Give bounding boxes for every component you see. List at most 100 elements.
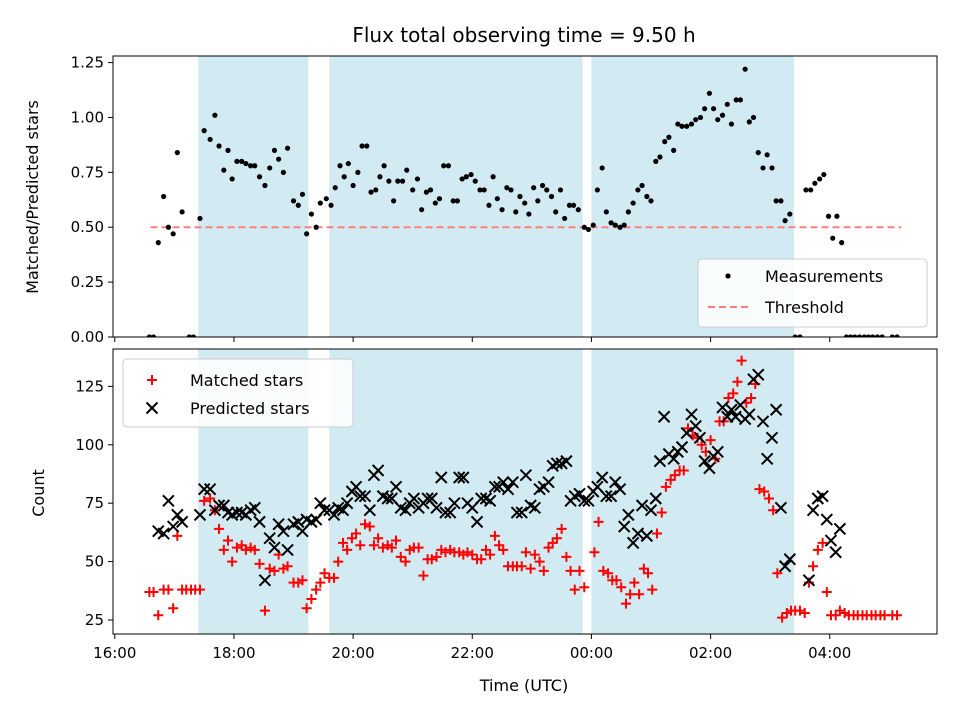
- legend-matched-marker: [147, 375, 157, 385]
- measurement-point: [760, 165, 766, 171]
- predicted-star-point: [635, 499, 649, 512]
- measurement-point: [737, 97, 743, 103]
- matched-star-point: [538, 565, 549, 576]
- matched-star-point: [355, 540, 366, 551]
- predicted-star-point: [716, 401, 729, 414]
- predicted-star-point: [212, 499, 226, 512]
- bottom-shaded-interval-2: [329, 349, 583, 634]
- measurement-point: [368, 189, 374, 195]
- measurement-point: [812, 180, 818, 186]
- measurement-point: [755, 149, 761, 156]
- measurement-point: [839, 240, 845, 246]
- predicted-star-point: [667, 452, 680, 466]
- measurement-point: [463, 174, 469, 180]
- matched-star-point: [199, 495, 210, 506]
- measurement-point: [381, 163, 387, 169]
- matched-star-point: [222, 535, 233, 546]
- measurement-point: [575, 207, 581, 213]
- predicted-star-point: [528, 501, 542, 515]
- measurement-point: [648, 198, 654, 204]
- measurement-point: [797, 334, 803, 337]
- measurement-point: [345, 160, 351, 167]
- matched-star-point: [678, 465, 689, 476]
- matched-star-point: [768, 505, 779, 516]
- matched-star-point: [551, 533, 562, 544]
- measurement-point: [585, 226, 592, 233]
- matched-star-point: [148, 586, 159, 597]
- matched-star-point: [603, 568, 614, 579]
- measurement-point: [635, 187, 641, 193]
- bottom-y-tick-label: 125: [75, 377, 104, 395]
- predicted-star-point: [711, 445, 724, 458]
- predicted-star-point: [501, 482, 515, 496]
- measurement-point: [553, 209, 559, 215]
- predicted-star-point: [693, 431, 707, 444]
- predicted-star-point: [363, 503, 376, 517]
- matched-star-point: [611, 575, 622, 586]
- measurement-point: [477, 187, 483, 193]
- predicted-star-point: [609, 475, 622, 489]
- predicted-star-point: [631, 527, 645, 540]
- measurement-point: [843, 334, 850, 337]
- measurement-point: [522, 200, 528, 206]
- measurement-point: [490, 174, 496, 180]
- measurement-point: [399, 178, 406, 184]
- predicted-star-point: [743, 408, 756, 421]
- measurement-point: [508, 187, 514, 193]
- predicted-star-point: [653, 454, 667, 468]
- bottom-panel: 25 50 75 100 125 16:00 18:00 20:00 22:00 00:00 02:…: [75, 348, 938, 662]
- matched-star-point: [696, 439, 707, 450]
- matched-star-point: [723, 393, 734, 404]
- matched-star-point: [651, 528, 662, 539]
- measurement-point: [830, 235, 836, 241]
- measurement-point: [271, 147, 278, 153]
- matched-star-point: [205, 493, 216, 504]
- predicted-star-point: [483, 494, 497, 508]
- matched-star-point: [476, 554, 487, 565]
- matched-star-point: [616, 582, 627, 593]
- predicted-star-point: [354, 489, 367, 503]
- measurement-point: [825, 213, 832, 219]
- measurement-point: [252, 163, 258, 169]
- predicted-star-point: [166, 520, 180, 533]
- matched-star-point: [373, 533, 384, 544]
- measurement-point: [513, 209, 519, 215]
- top-legend-box: [697, 258, 928, 328]
- predicted-star-point: [550, 457, 564, 470]
- measurement-point: [693, 117, 699, 123]
- measurement-point: [256, 174, 263, 180]
- matched-star-point: [214, 523, 225, 534]
- predicted-star-point: [657, 410, 671, 423]
- bottom-legend-box: [122, 358, 354, 428]
- predicted-star-point: [452, 471, 466, 484]
- predicted-star-point: [336, 503, 350, 517]
- measurement-point: [548, 193, 555, 200]
- matched-star-point: [746, 393, 757, 404]
- measurement-point: [216, 143, 222, 149]
- matched-star-point: [808, 561, 819, 572]
- measurement-point: [653, 158, 659, 164]
- predicted-star-point: [475, 492, 488, 505]
- predicted-star-point: [604, 489, 618, 503]
- matched-star-point: [660, 481, 671, 492]
- matched-star-point: [351, 528, 362, 539]
- predicted-star-point: [258, 574, 272, 587]
- measurement-point: [262, 182, 268, 189]
- matched-star-point: [400, 556, 411, 567]
- predicted-star-point: [389, 480, 403, 494]
- measurement-point: [733, 97, 739, 103]
- matched-star-point: [817, 537, 828, 548]
- predicted-star-point: [685, 408, 698, 421]
- measurement-point: [225, 147, 231, 153]
- measurement-point: [769, 165, 775, 171]
- predicted-star-point: [263, 532, 276, 545]
- measurement-point: [304, 231, 310, 237]
- measurement-point: [603, 209, 609, 215]
- matched-star-point: [728, 388, 739, 399]
- matched-star-point: [763, 493, 774, 504]
- x-tick-label: 22:00: [451, 644, 494, 662]
- measurement-point: [395, 178, 401, 184]
- measurement-point: [675, 121, 681, 127]
- predicted-star-point: [617, 520, 631, 533]
- legend-threshold-label: Threshold: [764, 298, 844, 317]
